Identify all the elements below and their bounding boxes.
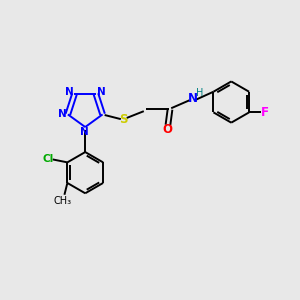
Text: N: N (80, 127, 89, 137)
Text: N: N (188, 92, 198, 105)
Text: O: O (162, 123, 172, 136)
Text: N: N (58, 110, 66, 119)
Text: Cl: Cl (42, 154, 53, 164)
Text: CH₃: CH₃ (54, 196, 72, 206)
Text: S: S (119, 113, 128, 126)
Text: H: H (196, 88, 203, 98)
Text: N: N (65, 87, 74, 97)
Text: F: F (260, 106, 268, 119)
Text: N: N (97, 87, 106, 97)
